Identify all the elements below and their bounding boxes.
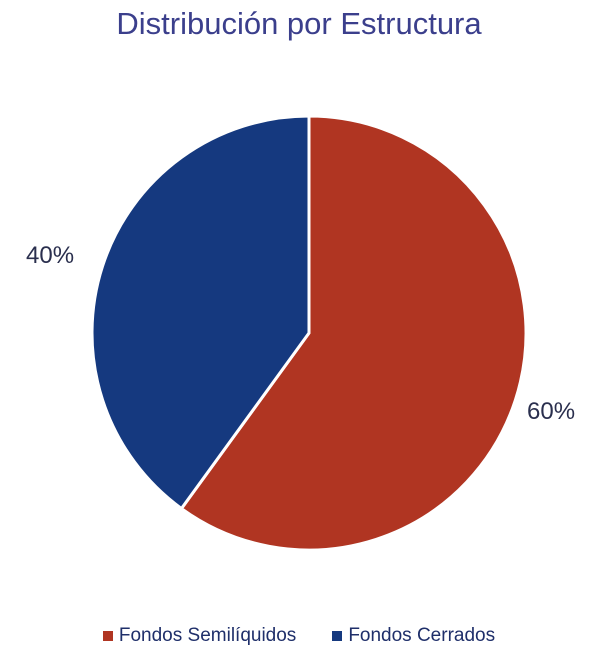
data-label-fondos-semiliquidos: 60%	[527, 398, 576, 425]
chart-legend: Fondos Semilíquidos Fondos Cerrados	[0, 624, 598, 648]
legend-label: Fondos Semilíquidos	[118, 625, 297, 646]
pie-slice-fondos-semil-quidos	[179, 114, 528, 552]
legend-item-fondos-cerrados: Fondos Cerrados	[332, 624, 495, 648]
chart-title: Distribución por Estructura	[116, 6, 482, 41]
pie-chart	[90, 114, 528, 552]
data-label-fondos-cerrados: 40%	[26, 242, 75, 269]
pie-slice-fondos-cerrados	[90, 114, 311, 511]
legend-label: Fondos Cerrados	[348, 625, 496, 646]
legend-swatch-red	[102, 631, 113, 641]
legend-swatch-blue	[332, 631, 343, 641]
legend-item-fondos-semiliquidos: Fondos Semilíquidos	[102, 624, 297, 648]
